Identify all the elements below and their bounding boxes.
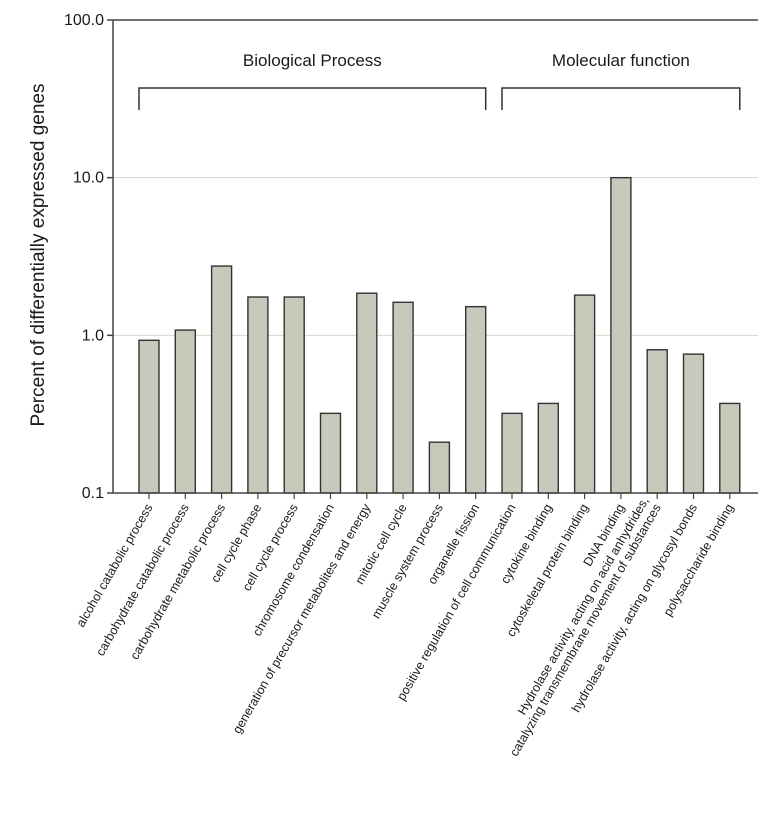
x-tick-label: muscle system process <box>369 502 446 622</box>
y-tick-label: 100.0 <box>64 12 104 29</box>
x-tick-label: polysaccharide binding <box>661 501 737 618</box>
group-brackets: Biological Process Molecular function <box>138 51 741 110</box>
bar <box>392 301 414 494</box>
bar <box>682 353 705 494</box>
bar <box>356 292 378 494</box>
bar <box>501 412 523 494</box>
y-axis-label: Percent of differentially expressed gene… <box>28 84 49 427</box>
bar <box>247 296 269 494</box>
y-tick-labels: 0.1 1.0 10.0 100.0 <box>64 12 113 502</box>
group-label: Biological Process <box>243 51 382 70</box>
group-bracket <box>138 87 487 110</box>
bar <box>465 305 487 494</box>
bar <box>610 176 632 494</box>
bar <box>719 402 741 494</box>
bar <box>428 441 451 494</box>
x-tick-label: generation of precursor metabolites and … <box>230 501 374 736</box>
bar <box>174 329 197 494</box>
bar <box>210 265 233 494</box>
y-tick-label: 0.1 <box>82 485 104 502</box>
bar <box>319 412 342 494</box>
y-tick-label: 1.0 <box>82 327 104 344</box>
group-label: Molecular function <box>552 51 690 70</box>
bar <box>537 402 559 494</box>
y-tick-label: 10.0 <box>73 170 104 187</box>
bar <box>646 349 668 494</box>
bar <box>573 294 596 494</box>
axes <box>112 20 758 494</box>
bar <box>138 339 160 494</box>
bars <box>138 176 741 499</box>
group-bracket <box>501 87 741 110</box>
bar <box>283 296 305 494</box>
